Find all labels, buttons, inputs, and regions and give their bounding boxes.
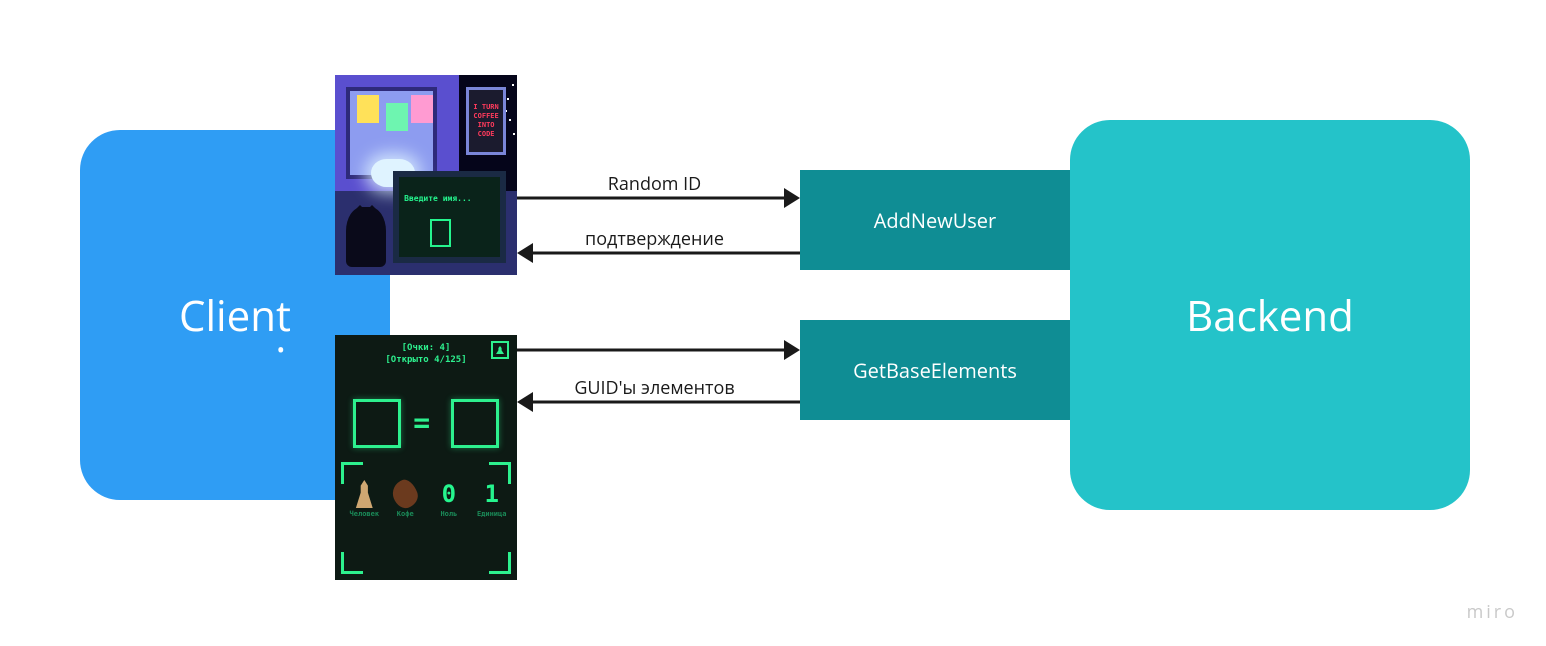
inventory-item-label: Кофе xyxy=(397,510,414,518)
monitor-prompt: Введите имя... xyxy=(404,194,471,203)
client-screenshot-game: [Очки: 4] [Открыто 4/125] = Человек Кофе 0… xyxy=(335,335,517,580)
backend-node: Backend xyxy=(1070,120,1470,510)
inventory-item: 0Ноль xyxy=(437,480,461,518)
miro-watermark: miro xyxy=(1467,600,1518,624)
hud-text: [Очки: 4] [Открыто 4/125] xyxy=(335,343,517,366)
sticky-note-icon xyxy=(386,103,408,131)
inventory-item-label: Ноль xyxy=(440,510,457,518)
inventory-item: Человек xyxy=(350,480,380,518)
crafting-slot xyxy=(353,399,400,448)
person-icon xyxy=(491,341,509,359)
crafting-slot xyxy=(451,399,498,448)
equals-icon: = xyxy=(413,409,430,437)
frame-corner-icon xyxy=(341,552,363,574)
diagram-canvas: Client . Backend AddNewUser GetBaseEleme… xyxy=(0,0,1546,646)
arrow-label-confirmation: подтверждение xyxy=(585,227,724,251)
sticky-note-icon xyxy=(357,95,379,123)
getbaseelements-label: GetBaseElements xyxy=(853,357,1017,384)
backend-label: Backend xyxy=(1186,287,1354,344)
inventory-item-label: Человек xyxy=(350,510,380,518)
monitor-icon xyxy=(393,171,506,263)
inventory-item-label: Единица xyxy=(477,510,507,518)
inventory-item: Кофе xyxy=(393,480,417,518)
frame-corner-icon xyxy=(489,552,511,574)
inventory-item: 1Единица xyxy=(477,480,507,518)
checkbox-icon xyxy=(430,219,452,247)
poster-icon: I TURN COFFEE INTO CODE xyxy=(466,87,506,155)
client-dot: . xyxy=(275,308,286,365)
arrow-label-random-id: Random ID xyxy=(608,172,701,196)
sticky-note-icon xyxy=(411,95,433,123)
arrow-label-guids: GUID'ы элементов xyxy=(574,376,734,400)
getbaseelements-node: GetBaseElements xyxy=(800,320,1070,420)
addnewuser-label: AddNewUser xyxy=(874,207,996,234)
cat-icon xyxy=(346,207,386,267)
client-screenshot-login: I TURN COFFEE INTO CODE Введите имя... xyxy=(335,75,517,275)
client-label: Client xyxy=(179,287,291,344)
addnewuser-node: AddNewUser xyxy=(800,170,1070,270)
